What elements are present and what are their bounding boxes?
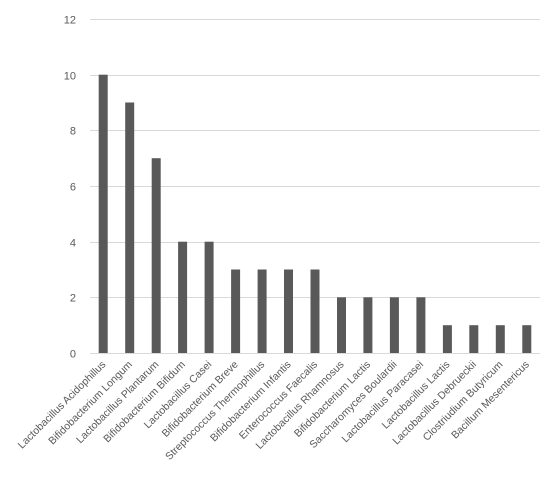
bar (442, 325, 452, 353)
y-tick-label: 8 (70, 126, 76, 138)
y-axis-tick-labels: 0 2 4 6 8 10 12 (64, 15, 76, 361)
bar (310, 269, 320, 353)
bar (416, 297, 426, 353)
bar (178, 241, 188, 353)
bar (284, 269, 293, 353)
bar (522, 325, 532, 353)
y-tick-label: 2 (70, 293, 76, 305)
bars (98, 74, 532, 353)
gridlines (90, 19, 540, 354)
bar (125, 102, 135, 353)
x-axis-category-labels: Lactobacillus AcidophillusBifidobacteriu… (16, 358, 532, 462)
bar (151, 158, 161, 353)
bar (204, 241, 214, 353)
bar (257, 269, 267, 353)
y-tick-label: 6 (70, 182, 76, 194)
bar (363, 297, 373, 353)
y-tick-label: 0 (70, 349, 76, 361)
bar (337, 297, 346, 353)
bar (495, 325, 505, 353)
bar (231, 269, 241, 353)
bar (98, 74, 108, 353)
y-tick-label: 10 (64, 71, 76, 83)
bar (389, 297, 399, 353)
bar (469, 325, 479, 353)
y-tick-label: 12 (64, 15, 76, 27)
y-tick-label: 4 (70, 238, 76, 250)
